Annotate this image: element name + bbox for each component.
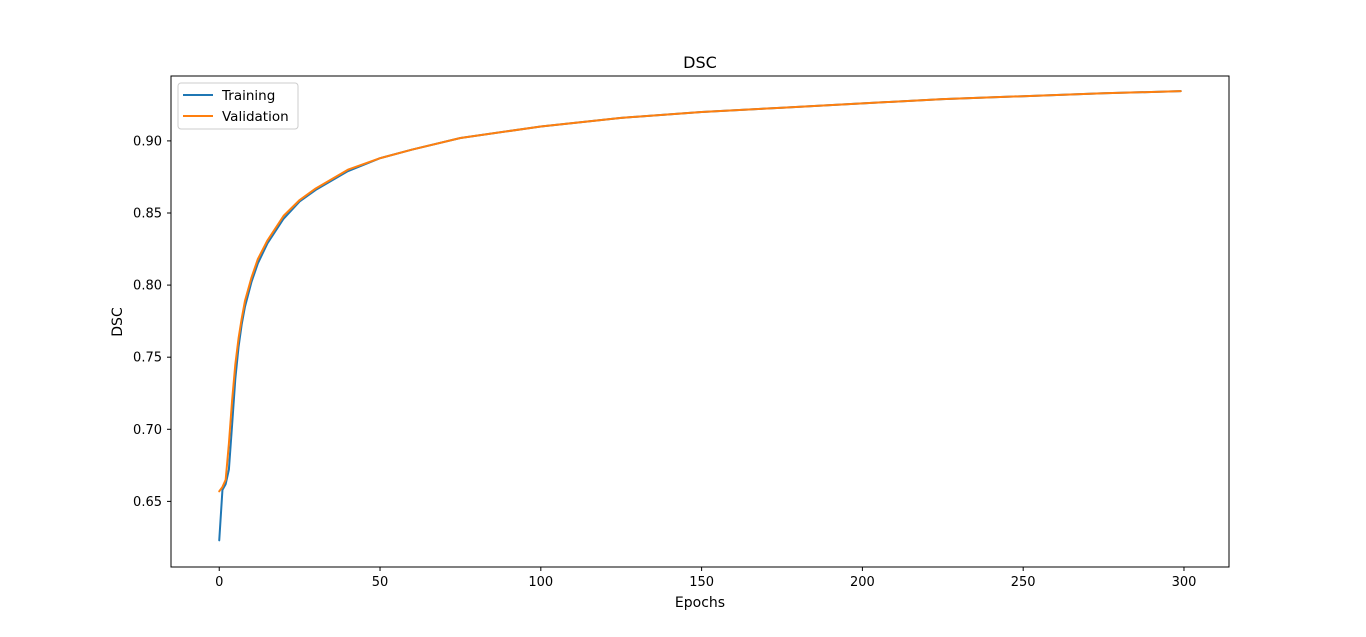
y-tick-label: 0.75 — [133, 351, 162, 366]
y-axis-label: DSC — [110, 307, 126, 337]
series-line-validation — [218, 90, 1182, 493]
y-tick-label: 0.85 — [133, 206, 162, 221]
legend-label-validation: Validation — [222, 109, 289, 125]
x-tick-label: 50 — [372, 575, 389, 590]
x-tick-label: 0 — [215, 575, 223, 590]
plot-frame — [170, 75, 1230, 568]
x-axis-label: Epochs — [675, 595, 725, 611]
y-tick-label: 0.80 — [133, 279, 162, 294]
x-tick-label: 250 — [1011, 575, 1036, 590]
legend-label-training: Training — [221, 88, 275, 104]
ticks-layer: 0 50 100 150 200 250 300 0.65 0.70 0.75 0.80 0.85 0.… — [133, 134, 1196, 590]
y-tick-label: 0.70 — [133, 423, 162, 438]
x-tick-label: 300 — [1172, 575, 1197, 590]
x-tick-label: 150 — [689, 575, 714, 590]
legend: Training Validation — [177, 82, 299, 130]
x-tick-label: 200 — [850, 575, 875, 590]
series-layer — [218, 90, 1182, 542]
chart-title: DSC — [683, 53, 717, 72]
y-tick-label: 0.90 — [133, 134, 162, 149]
y-tick-label: 0.65 — [133, 495, 162, 510]
x-tick-label: 100 — [528, 575, 553, 590]
